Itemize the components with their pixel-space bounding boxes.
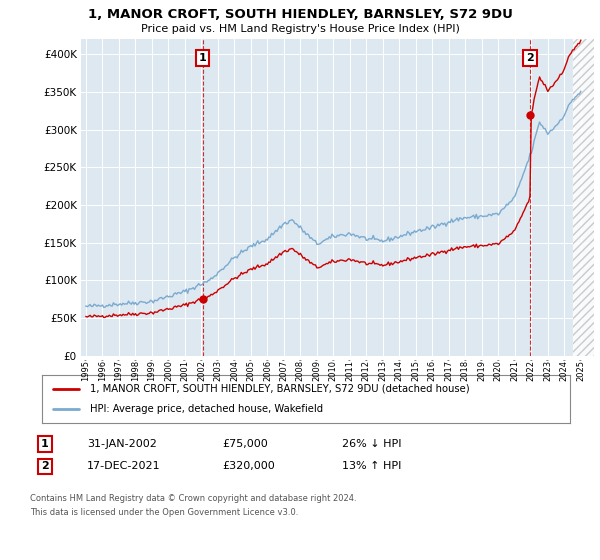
Text: 2016: 2016 [428,360,437,381]
Text: £75,000: £75,000 [222,439,268,449]
Text: This data is licensed under the Open Government Licence v3.0.: This data is licensed under the Open Gov… [30,508,298,517]
Text: 17-DEC-2021: 17-DEC-2021 [87,461,161,472]
Text: 1, MANOR CROFT, SOUTH HIENDLEY, BARNSLEY, S72 9DU: 1, MANOR CROFT, SOUTH HIENDLEY, BARNSLEY… [88,8,512,21]
Text: 2: 2 [41,461,49,472]
Text: 1999: 1999 [148,360,157,381]
Text: 1995: 1995 [82,360,91,381]
Text: 31-JAN-2002: 31-JAN-2002 [87,439,157,449]
Text: 2025: 2025 [577,360,586,381]
Text: 1: 1 [199,53,206,63]
Text: 1996: 1996 [98,360,107,381]
Text: 2011: 2011 [346,360,355,381]
Text: 2003: 2003 [214,360,223,381]
Text: 2008: 2008 [296,360,305,381]
Text: 2002: 2002 [197,360,206,381]
Text: 2009: 2009 [313,360,322,381]
Text: 2015: 2015 [412,360,421,381]
Bar [572,39,594,356]
Text: £320,000: £320,000 [222,461,275,472]
Text: 2017: 2017 [445,360,454,381]
Text: 1: 1 [41,439,49,449]
Text: 2019: 2019 [478,360,487,381]
Text: 13% ↑ HPI: 13% ↑ HPI [342,461,401,472]
Text: 2001: 2001 [181,360,190,381]
Text: 2020: 2020 [494,360,503,381]
Text: 1997: 1997 [115,360,124,381]
Text: Price paid vs. HM Land Registry's House Price Index (HPI): Price paid vs. HM Land Registry's House … [140,24,460,34]
Text: 2010: 2010 [329,360,338,381]
Text: 26% ↓ HPI: 26% ↓ HPI [342,439,401,449]
Text: 1998: 1998 [131,360,140,381]
Text: 2024: 2024 [560,360,569,381]
Text: 2005: 2005 [247,360,256,381]
Text: 2006: 2006 [263,360,272,381]
Text: HPI: Average price, detached house, Wakefield: HPI: Average price, detached house, Wake… [89,404,323,414]
Text: 2012: 2012 [362,360,371,381]
Text: 2022: 2022 [527,360,536,381]
Bar [572,39,594,356]
Text: Contains HM Land Registry data © Crown copyright and database right 2024.: Contains HM Land Registry data © Crown c… [30,494,356,503]
Text: 2013: 2013 [379,360,388,381]
Text: 1, MANOR CROFT, SOUTH HIENDLEY, BARNSLEY, S72 9DU (detached house): 1, MANOR CROFT, SOUTH HIENDLEY, BARNSLEY… [89,384,469,394]
Text: 2014: 2014 [395,360,404,381]
Text: 2: 2 [526,53,534,63]
Text: 2021: 2021 [511,360,520,381]
Text: 2023: 2023 [544,360,553,381]
Text: 2000: 2000 [164,360,173,381]
Text: 2007: 2007 [280,360,289,381]
Text: 2018: 2018 [461,360,470,381]
Text: 2004: 2004 [230,360,239,381]
